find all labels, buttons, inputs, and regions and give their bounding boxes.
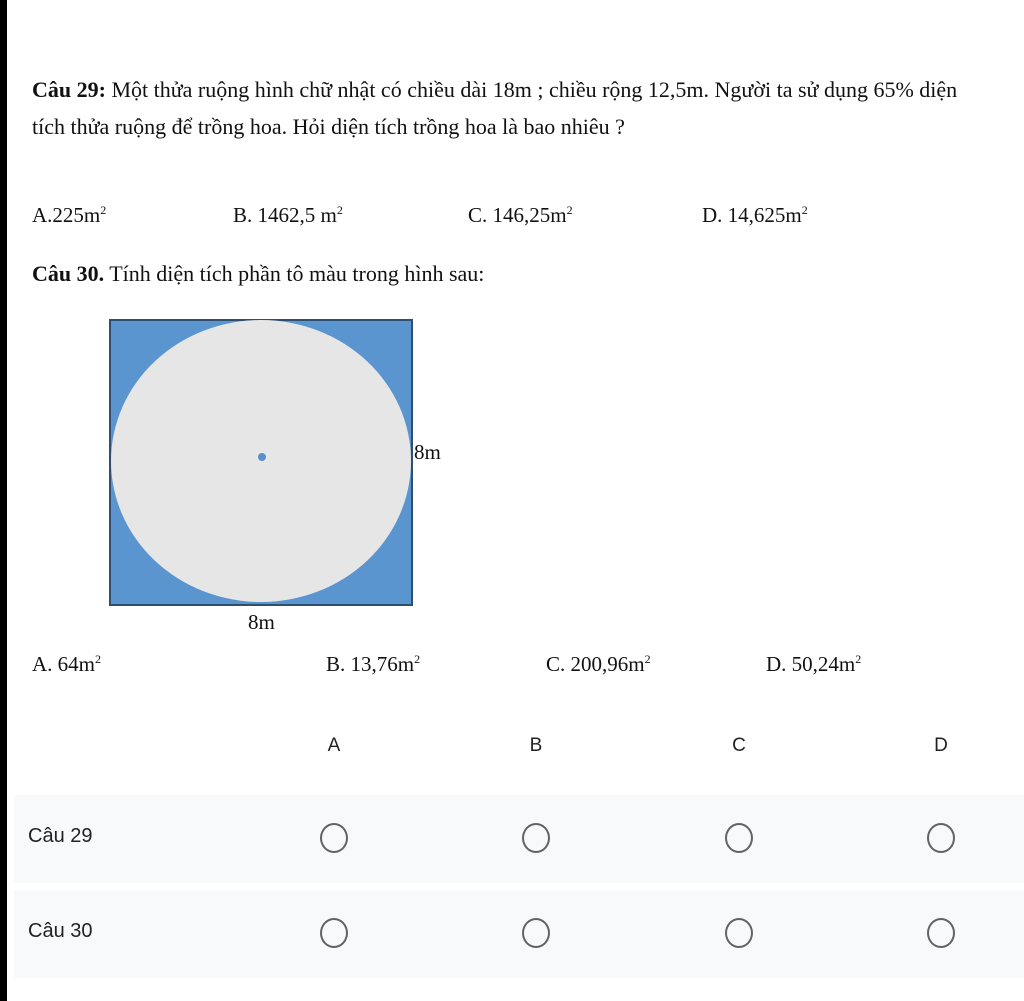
radio-cau29-a[interactable] [320,823,348,853]
question-29: Câu 29: Một thửa ruộng hình chữ nhật có … [32,71,972,145]
side-label: 8m [414,440,441,464]
grid-row-cau-30: Câu 30 [14,890,1024,978]
q30-option-b: B. 13,76m2 [326,652,421,676]
square-circle-figure: 8m 8m [109,319,441,634]
q30-option-d: D. 50,24m2 [766,652,862,676]
grey-circle [111,320,411,602]
question-29-label: Câu 29: [32,77,106,102]
question-30: Câu 30. Tính diện tích phần tô màu trong… [32,255,484,292]
radio-cau30-c[interactable] [725,918,753,948]
bottom-label: 8m [248,610,275,634]
center-dot [258,453,266,461]
window-edge [0,0,7,1001]
q30-option-a: A. 64m2 [32,652,101,676]
radio-cau30-d[interactable] [927,918,955,948]
column-header-c: C [732,735,746,756]
q29-option-a: A.225m2 [32,203,107,227]
question-30-text: Tính diện tích phần tô màu trong hình sa… [104,261,485,286]
row-label: Câu 30 [28,920,93,942]
q29-option-c: C. 146,25m2 [468,203,573,227]
q29-option-b: B. 1462,5 m2 [233,203,343,227]
column-header-d: D [934,735,948,756]
radio-cau29-d[interactable] [927,823,955,853]
question-29-text: Một thửa ruộng hình chữ nhật có chiều dà… [32,77,958,139]
question-30-label: Câu 30. [32,261,105,286]
q29-option-d: D. 14,625m2 [702,203,808,227]
column-header-b: B [529,735,543,756]
grid-row-cau-29: Câu 29 [14,795,1024,883]
column-header-a: A [327,735,341,756]
radio-cau29-b[interactable] [522,823,550,853]
row-label: Câu 29 [28,825,93,847]
radio-cau29-c[interactable] [725,823,753,853]
q30-option-c: C. 200,96m2 [546,652,651,676]
radio-cau30-b[interactable] [522,918,550,948]
radio-cau30-a[interactable] [320,918,348,948]
